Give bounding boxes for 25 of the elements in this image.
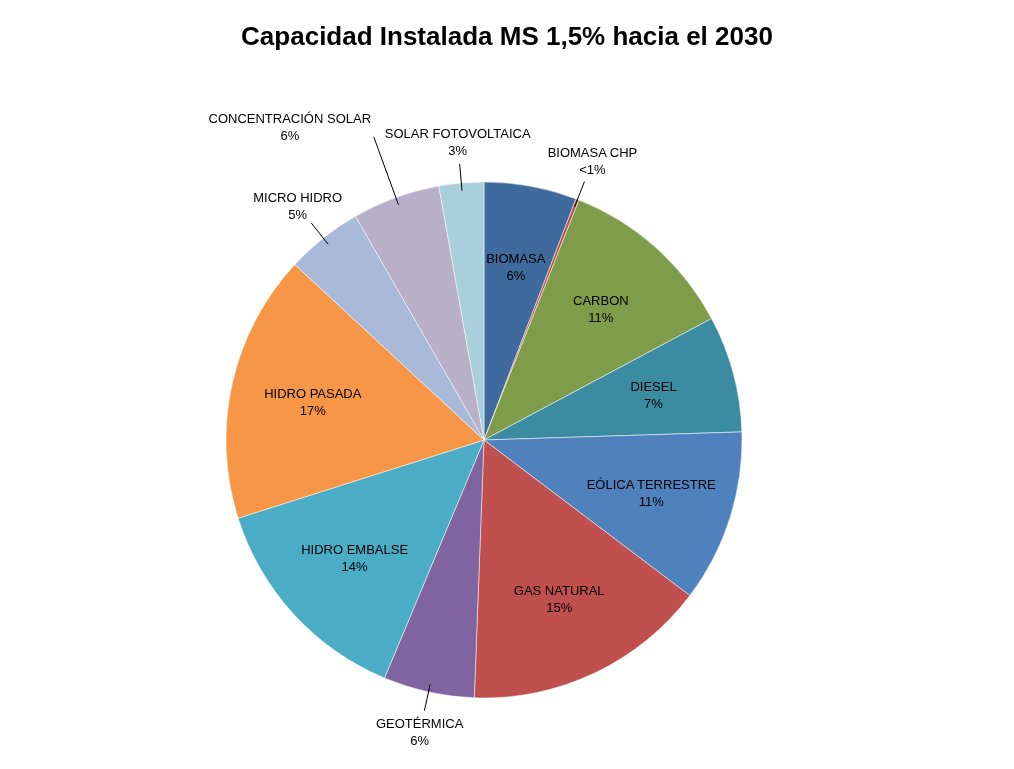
slice-label: MICRO HIDRO <box>253 189 343 205</box>
slice-label: GAS NATURAL <box>513 582 605 598</box>
slice-label: CARBON <box>573 293 629 309</box>
chart-title: Capacidad Instalada MS 1,5% hacia el 2030 <box>241 21 773 51</box>
data-label: 3% <box>448 142 468 158</box>
data-label: 7% <box>644 395 664 411</box>
slice-label: DIESEL <box>630 378 677 394</box>
data-label: <1% <box>579 162 607 178</box>
slice-label: HIDRO PASADA <box>264 385 362 401</box>
data-label: 5% <box>288 206 308 222</box>
slice-label: BIOMASA CHP <box>547 145 638 161</box>
data-label: 14% <box>341 559 369 575</box>
slice-label: BIOMASA <box>486 251 546 267</box>
data-label: 11% <box>588 310 614 326</box>
slice-label: SOLAR FOTOVOLTAICA <box>384 125 531 141</box>
data-label: 15% <box>546 599 573 615</box>
slice-label: EÓLICA TERRESTRE <box>586 477 717 493</box>
data-label: 11% <box>638 494 665 510</box>
slice-label: HIDRO EMBALSE <box>301 542 409 558</box>
data-label: 6% <box>506 268 526 284</box>
data-label: 6% <box>410 733 430 749</box>
slice-label: GEOTÉRMICA <box>375 716 464 732</box>
slice-label: CONCENTRACIÓN SOLAR <box>208 110 372 126</box>
data-label: 6% <box>280 127 300 143</box>
data-label: 17% <box>299 402 327 418</box>
